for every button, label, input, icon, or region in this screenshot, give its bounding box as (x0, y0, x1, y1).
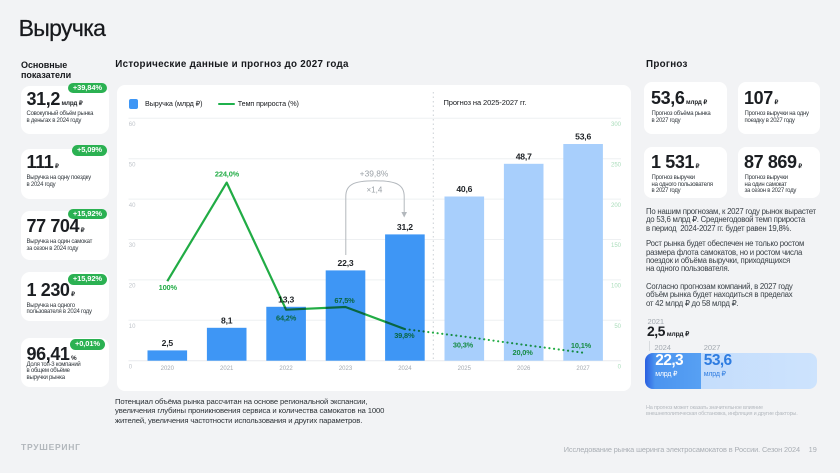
svg-text:2024: 2024 (398, 366, 412, 372)
svg-text:200: 200 (611, 203, 622, 209)
svg-text:8,1: 8,1 (221, 316, 233, 326)
svg-text:31,2: 31,2 (397, 222, 413, 232)
svg-text:0: 0 (618, 364, 622, 370)
svg-text:+39,8%: +39,8% (360, 169, 389, 179)
svg-text:10,1%: 10,1% (571, 341, 592, 350)
svg-text:2025: 2025 (458, 366, 472, 372)
svg-text:100: 100 (611, 284, 622, 290)
svg-text:250: 250 (611, 162, 622, 168)
svg-text:48,7: 48,7 (516, 152, 532, 162)
svg-text:60: 60 (129, 122, 136, 128)
svg-text:0: 0 (129, 364, 133, 370)
svg-text:2023: 2023 (339, 366, 353, 372)
svg-text:30: 30 (129, 243, 136, 249)
svg-text:10: 10 (129, 324, 136, 330)
svg-text:30,3%: 30,3% (453, 341, 474, 350)
svg-text:22,3: 22,3 (338, 258, 354, 268)
svg-text:13,3: 13,3 (278, 295, 294, 305)
svg-text:40: 40 (129, 203, 136, 209)
svg-text:40,6: 40,6 (456, 184, 472, 194)
svg-text:100%: 100% (159, 283, 178, 292)
svg-text:20: 20 (129, 284, 136, 290)
svg-text:2022: 2022 (279, 366, 293, 372)
svg-text:53,6: 53,6 (575, 132, 591, 142)
svg-text:2027: 2027 (576, 366, 590, 372)
svg-text:2,5: 2,5 (162, 338, 174, 348)
svg-text:50: 50 (614, 324, 621, 330)
svg-text:2020: 2020 (161, 366, 175, 372)
svg-text:2021: 2021 (220, 366, 234, 372)
svg-text:300: 300 (611, 122, 622, 128)
svg-text:64,2%: 64,2% (276, 313, 297, 322)
svg-text:39,8%: 39,8% (394, 331, 415, 340)
svg-text:224,0%: 224,0% (215, 170, 240, 179)
svg-text:150: 150 (611, 243, 622, 249)
svg-text:×1,4: ×1,4 (367, 186, 383, 195)
svg-text:20,0%: 20,0% (512, 348, 533, 357)
svg-text:67,5%: 67,5% (334, 296, 355, 305)
svg-text:50: 50 (129, 162, 136, 168)
svg-text:2026: 2026 (517, 366, 531, 372)
